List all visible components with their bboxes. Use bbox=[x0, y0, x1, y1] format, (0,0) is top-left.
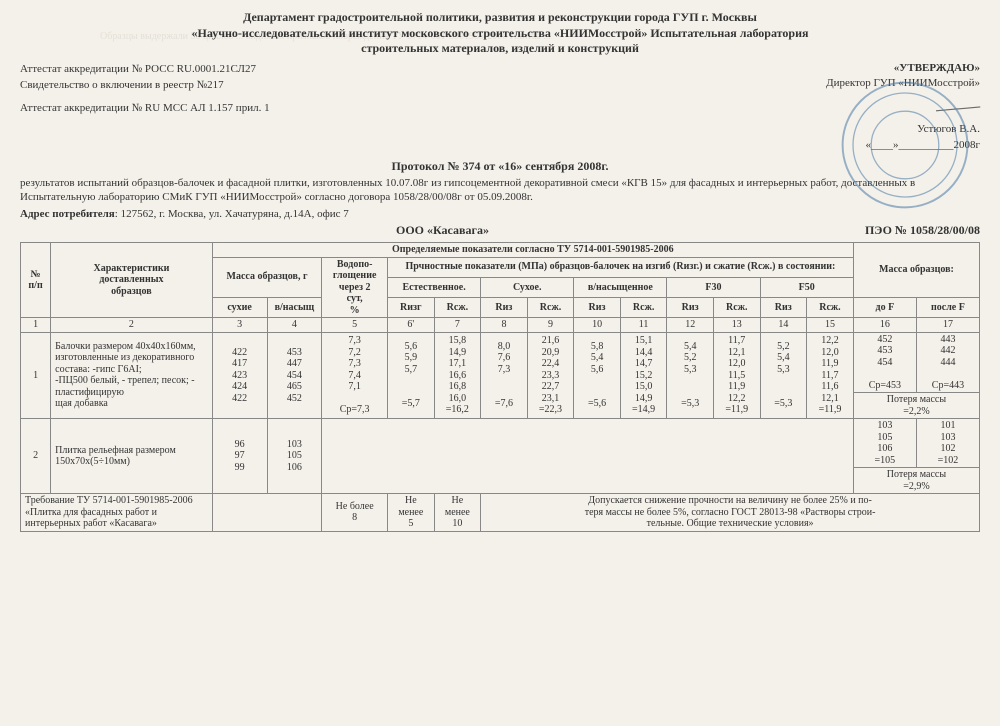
r1-c7: 15,8 14,9 17,1 16,6 16,8 16,0 =16,2 bbox=[434, 332, 481, 419]
r3-c6: Не менее 5 bbox=[388, 494, 435, 532]
n1: 1 bbox=[21, 318, 51, 333]
n17: 17 bbox=[916, 318, 979, 333]
r1-c15: 12,2 12,0 11,9 11,7 11,6 12,1 =11,9 bbox=[807, 332, 854, 419]
r1-c10: 5,8 5,4 5,6 =5,6 bbox=[574, 332, 621, 419]
th-water: Водопо- глощение через 2 сут, % bbox=[322, 257, 388, 318]
r2-char: Плитка рельефная размером 150х70х(5÷10мм… bbox=[51, 419, 213, 494]
peo-label: ПЭО № bbox=[865, 223, 907, 237]
th-f30: F30 bbox=[667, 277, 760, 297]
r3-c7: Не менее 10 bbox=[434, 494, 481, 532]
n11: 11 bbox=[620, 318, 667, 333]
n2: 2 bbox=[51, 318, 213, 333]
header-line-1: Департамент градостроительной политики, … bbox=[243, 10, 757, 24]
r1-c8: 8,0 7,6 7,3 =7,6 bbox=[481, 332, 528, 419]
r2-n: 2 bbox=[21, 419, 51, 494]
th-f50: F50 bbox=[760, 277, 853, 297]
protocol-title: Протокол № 374 от «16» сентября 2008г. bbox=[20, 159, 980, 174]
n5: 5 bbox=[322, 318, 388, 333]
th-rsc-1: Rсж. bbox=[434, 297, 481, 317]
th-riz-5: Rиз bbox=[760, 297, 807, 317]
th-dry: сухие bbox=[212, 297, 267, 317]
header-line-3: строительных материалов, изделий и конст… bbox=[361, 41, 639, 55]
th-mass: Масса образцов, г bbox=[212, 257, 322, 297]
number-row: 123456'7891011121314151617 bbox=[21, 318, 980, 333]
r2-sat: 103 105 106 bbox=[267, 419, 322, 494]
n16: 16 bbox=[853, 318, 916, 333]
th-rsc-4: Rсж. bbox=[713, 297, 760, 317]
address: : 127562, г. Москва, ул. Хачатуряна, д.1… bbox=[115, 208, 349, 220]
r1-char: Балочки размером 40х40х160мм, изготовлен… bbox=[51, 332, 213, 419]
n8: 8 bbox=[481, 318, 528, 333]
r3-char: Требование ТУ 5714-001-5901985-2006 «Пли… bbox=[21, 494, 213, 532]
n6: 6' bbox=[388, 318, 435, 333]
header-line-2: «Научно-исследовательский институт моско… bbox=[192, 26, 809, 40]
r1-n: 1 bbox=[21, 332, 51, 419]
address-label: Адрес потребителя bbox=[20, 208, 115, 220]
n12: 12 bbox=[667, 318, 714, 333]
stamp-seal bbox=[840, 80, 970, 210]
peo-number: 1058/28/00/08 bbox=[910, 223, 980, 237]
r2-c16: 103 105 106 =105 bbox=[853, 419, 916, 468]
r1-c12: 5,4 5,2 5,3 =5,3 bbox=[667, 332, 714, 419]
r1-water: 7,3 7,2 7,3 7,4 7,1 Ср=7,3 bbox=[322, 332, 388, 419]
n15: 15 bbox=[807, 318, 854, 333]
th-riz-3: Rиз bbox=[574, 297, 621, 317]
th-beforeF: до F bbox=[853, 297, 916, 317]
table-row-2: 2 Плитка рельефная размером 150х70х(5÷10… bbox=[21, 419, 980, 468]
r2-c17: 101 103 102 =102 bbox=[916, 419, 979, 468]
th-dry2: Сухое. bbox=[481, 277, 574, 297]
r3-water: Не более 8 bbox=[322, 494, 388, 532]
th-satn: в/насыщенное bbox=[574, 277, 667, 297]
n9: 9 bbox=[527, 318, 574, 333]
r3-note: Допускается снижение прочности на величи… bbox=[481, 494, 980, 532]
n13: 13 bbox=[713, 318, 760, 333]
r2-loss: Потеря массы =2,9% bbox=[853, 468, 979, 494]
th-riz-1: Rизг bbox=[388, 297, 435, 317]
th-sat: в/насыщ bbox=[267, 297, 322, 317]
r1-c9: 21,6 20,9 22,4 23,3 22,7 23,1 =22,3 bbox=[527, 332, 574, 419]
th-spec: Определяемые показатели согласно ТУ 5714… bbox=[212, 243, 853, 258]
n4: 4 bbox=[267, 318, 322, 333]
th-n: № п/п bbox=[21, 243, 51, 318]
results-table: № п/п Характеристики доставленных образц… bbox=[20, 242, 980, 532]
n3: 3 bbox=[212, 318, 267, 333]
approval-title: «УТВЕРЖДАЮ» bbox=[760, 61, 980, 76]
accreditation-block: Аттестат аккредитации № РОСС RU.0001.21С… bbox=[20, 61, 270, 153]
accr-1: Аттестат аккредитации № РОСС RU.0001.21С… bbox=[20, 61, 270, 78]
r1-c16: 452 453 454 Ср=453 bbox=[853, 332, 916, 393]
n7: 7 bbox=[434, 318, 481, 333]
th-rsc-5: Rсж. bbox=[807, 297, 854, 317]
r1-loss: Потеря массы =2,2% bbox=[853, 393, 979, 419]
r1-c14: 5,2 5,4 5,3 =5,3 bbox=[760, 332, 807, 419]
table-row-req: Требование ТУ 5714-001-5901985-2006 «Пли… bbox=[21, 494, 980, 532]
r1-dry: 422 417 423 424 422 bbox=[212, 332, 267, 419]
th-afterF: после F bbox=[916, 297, 979, 317]
th-rsc-2: Rсж. bbox=[527, 297, 574, 317]
r1-c6: 5,6 5,9 5,7 =5,7 bbox=[388, 332, 435, 419]
th-char: Характеристики доставленных образцов bbox=[51, 243, 213, 318]
protocol-desc: результатов испытаний образцов-балочек и… bbox=[20, 176, 980, 205]
n14: 14 bbox=[760, 318, 807, 333]
th-rsc-3: Rсж. bbox=[620, 297, 667, 317]
n10: 10 bbox=[574, 318, 621, 333]
th-strength: Прчностные показатели (МПа) образцов-бал… bbox=[388, 257, 854, 277]
r1-sat: 453 447 454 465 452 bbox=[267, 332, 322, 419]
r2-dry: 96 97 99 bbox=[212, 419, 267, 494]
th-nat: Естественное. bbox=[388, 277, 481, 297]
table-row-1: 1 Балочки размером 40х40х160мм, изготовл… bbox=[21, 332, 980, 393]
r1-c13: 11,7 12,1 12,0 11,5 11,9 12,2 =11,9 bbox=[713, 332, 760, 419]
accr-3: Аттестат аккредитации № RU МСС АЛ 1.157 … bbox=[20, 100, 270, 117]
th-riz-4: Rиз bbox=[667, 297, 714, 317]
th-riz-2: Rиз bbox=[481, 297, 528, 317]
header: Департамент градостроительной политики, … bbox=[20, 10, 980, 57]
company-name: ООО «Касавага» bbox=[396, 223, 489, 238]
r1-c17: 443 442 444 Ср=443 bbox=[916, 332, 979, 393]
th-massF: Масса образцов: bbox=[853, 243, 979, 298]
accr-2: Свидетельство о включении в реестр №217 bbox=[20, 77, 270, 94]
r1-c11: 15,1 14,4 14,7 15,2 15,0 14,9 =14,9 bbox=[620, 332, 667, 419]
